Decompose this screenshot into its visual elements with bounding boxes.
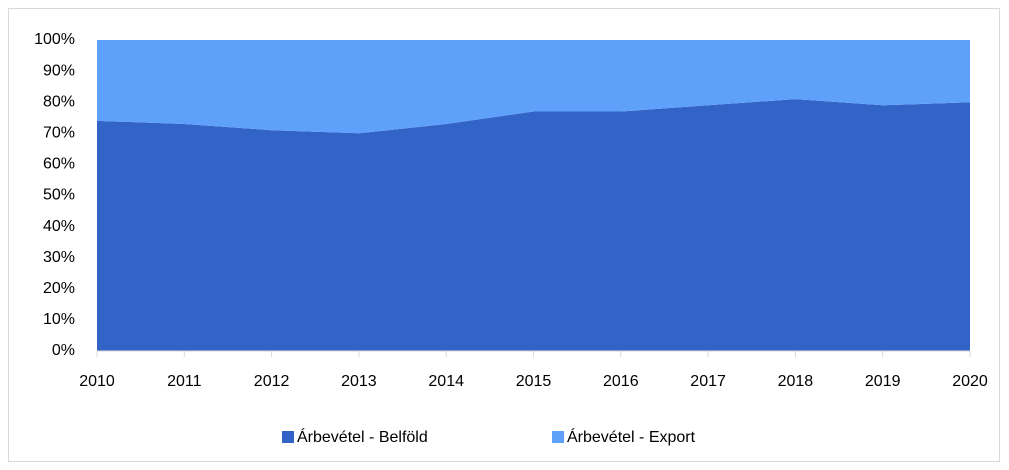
y-tick-label: 20% xyxy=(43,280,75,297)
legend-label: Árbevétel - Belföld xyxy=(297,427,428,446)
y-tick-label: 40% xyxy=(43,218,75,235)
y-tick-label: 60% xyxy=(43,156,75,173)
legend-label: Árbevétel - Export xyxy=(567,427,696,446)
x-tick-label: 2012 xyxy=(254,373,290,390)
x-tick-label: 2017 xyxy=(690,373,726,390)
x-tick-label: 2016 xyxy=(603,373,639,390)
y-tick-label: 10% xyxy=(43,311,75,328)
x-tick-label: 2013 xyxy=(341,373,377,390)
x-tick-label: 2015 xyxy=(516,373,552,390)
y-tick-label: 90% xyxy=(43,62,75,79)
y-tick-label: 100% xyxy=(34,31,75,48)
x-tick-label: 2014 xyxy=(428,373,464,390)
legend-swatch xyxy=(552,431,564,443)
legend-swatch xyxy=(282,431,294,443)
area xyxy=(97,99,970,351)
y-tick-label: 50% xyxy=(43,187,75,204)
y-tick-label: 0% xyxy=(52,342,75,359)
x-tick-label: 2010 xyxy=(79,373,115,390)
y-tick-label: 70% xyxy=(43,125,75,142)
y-tick-label: 80% xyxy=(43,93,75,110)
y-tick-label: 30% xyxy=(43,249,75,266)
x-tick-label: 2019 xyxy=(865,373,901,390)
x-tick-label: 2011 xyxy=(167,373,202,390)
x-tick-label: 2020 xyxy=(952,373,988,390)
area xyxy=(97,40,970,134)
x-tick-label: 2018 xyxy=(778,373,814,390)
